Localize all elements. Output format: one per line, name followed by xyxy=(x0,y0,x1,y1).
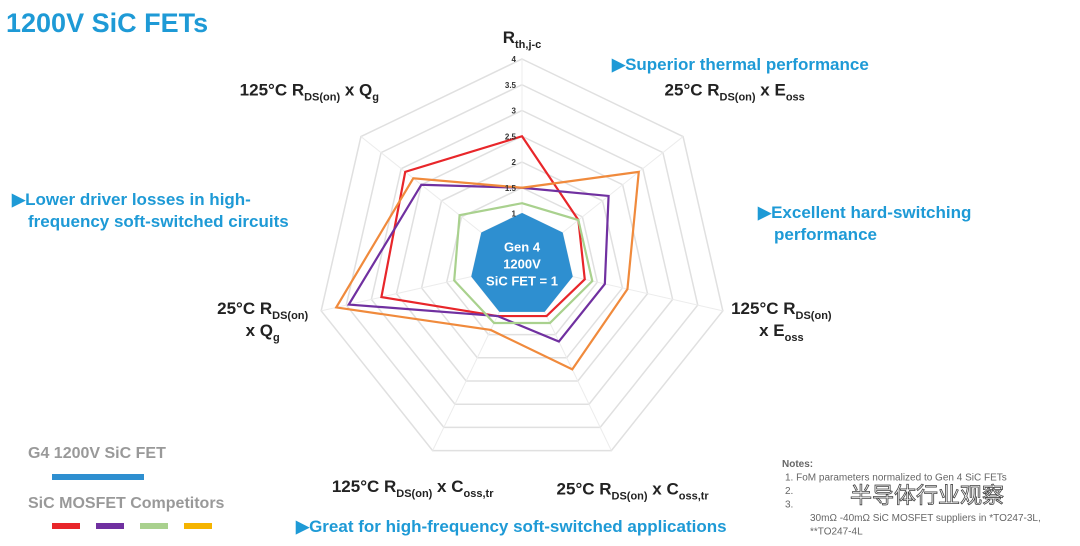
series-line xyxy=(380,134,586,318)
axis-label: 25°C RDS(on) x Qg xyxy=(217,299,308,344)
note: Notes: xyxy=(782,459,813,470)
axis-label-part: DS(on) xyxy=(396,488,432,500)
series-line xyxy=(334,170,640,371)
watermark: 半导体行业观察 xyxy=(850,483,1004,508)
axis-label: 25°C RDS(on) x Coss,tr xyxy=(557,480,710,503)
series-line xyxy=(453,202,594,325)
annotation: ▶Great for high-frequency soft-switched … xyxy=(295,517,727,536)
annotation: performance xyxy=(774,225,877,244)
axis-label: Rth,j-c xyxy=(503,28,542,51)
axis-label-part: oss,tr xyxy=(679,491,710,503)
center-label: Gen 4 xyxy=(504,239,541,254)
axis-label-part: DS(on) xyxy=(720,91,756,103)
axis-label-part: oss xyxy=(785,332,804,344)
legend-label: SiC MOSFET Competitors xyxy=(28,495,225,512)
y-tick-label: 1.5 xyxy=(505,184,517,193)
legend-label: G4 1200V SiC FET xyxy=(28,445,166,462)
legend-swatch xyxy=(184,523,212,529)
axis-label-part: R xyxy=(503,28,515,47)
axis-label-part: oss xyxy=(786,91,805,103)
axis-label-part: 125°C R xyxy=(240,80,304,99)
axis-label: 25°C RDS(on) x Eoss xyxy=(665,80,805,103)
axis-label-part: oss,tr xyxy=(464,488,495,500)
axis-label-part: 125°C R xyxy=(731,299,795,318)
axis-label-part: 25°C R xyxy=(665,80,720,99)
axis-label-part: 25°C R xyxy=(557,480,612,499)
axis-label-part: x Q xyxy=(340,80,372,99)
axis-label-part: th,j-c xyxy=(515,39,541,51)
legend-swatch xyxy=(52,474,144,480)
grid-ring xyxy=(420,161,624,359)
chart-title: 1200V SiC FETs xyxy=(6,8,208,38)
series-area xyxy=(471,212,573,312)
annotation: ▶Lower driver losses in high- xyxy=(11,190,251,209)
axis-label-part: DS(on) xyxy=(612,491,648,503)
axis-label-part: x Q xyxy=(246,321,273,340)
axis-label-part: x C xyxy=(648,480,679,499)
y-tick-label: 2.5 xyxy=(505,132,517,141)
axis-label: 125°C RDS(on) x Eoss xyxy=(731,299,832,344)
y-tick-label: 3.5 xyxy=(505,81,517,90)
axis-label-part: g xyxy=(273,332,280,344)
axis-label-part: 25°C R xyxy=(217,299,272,318)
annotation: ▶Excellent hard-switching xyxy=(757,203,971,222)
axis-label-part: x E xyxy=(756,80,786,99)
legend-swatch xyxy=(52,523,80,529)
note: 2. xyxy=(785,486,793,497)
grid-ring xyxy=(395,135,649,382)
note: **TO247-4L xyxy=(810,527,863,538)
grid-ring xyxy=(370,109,674,405)
axis-label-part: x E xyxy=(759,321,785,340)
series-line xyxy=(346,183,610,343)
note: 3. xyxy=(785,500,793,511)
axis-label-part: x C xyxy=(432,477,463,496)
axis-label: 125°C RDS(on) x Qg xyxy=(240,80,379,103)
axis-label-part: g xyxy=(372,91,379,103)
y-tick-label: 3 xyxy=(512,107,517,116)
grid-ring xyxy=(320,58,724,452)
legend-swatch xyxy=(96,523,124,529)
note: 1. FoM parameters normalized to Gen 4 Si… xyxy=(785,473,1007,484)
note: 30mΩ -40mΩ SiC MOSFET suppliers in *TO24… xyxy=(810,513,1041,524)
grid-ring xyxy=(345,83,699,429)
center-label: 1200V xyxy=(503,256,541,271)
axis-label-part: DS(on) xyxy=(796,310,832,322)
center-label: SiC FET = 1 xyxy=(486,273,558,288)
annotation: ▶Superior thermal performance xyxy=(611,55,869,74)
axis-label-part: DS(on) xyxy=(304,91,340,103)
axis-label-part: 125°C R xyxy=(332,477,396,496)
y-tick-label: 1 xyxy=(512,210,517,219)
axis-label-part: DS(on) xyxy=(272,310,308,322)
legend-swatch xyxy=(140,523,168,529)
axis-label: 125°C RDS(on) x Coss,tr xyxy=(332,477,494,500)
y-tick-label: 4 xyxy=(512,55,517,64)
y-tick-label: 2 xyxy=(512,158,517,167)
annotation: frequency soft-switched circuits xyxy=(28,212,289,231)
